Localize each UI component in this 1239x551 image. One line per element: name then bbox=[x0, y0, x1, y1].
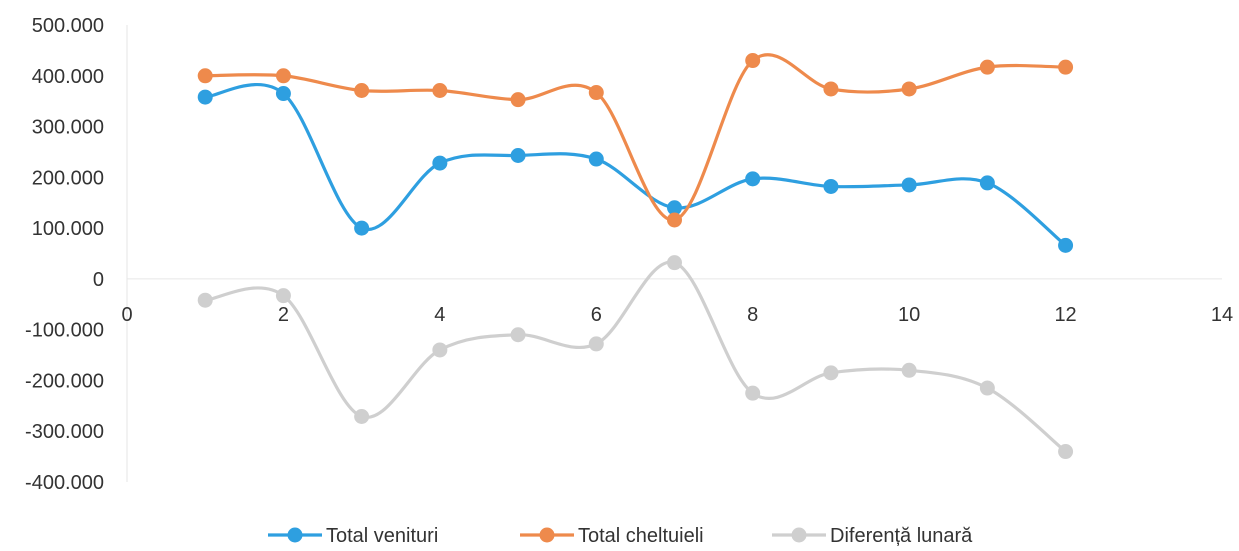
y-tick-label: 200.000 bbox=[32, 167, 104, 189]
data-point bbox=[354, 220, 370, 236]
data-point bbox=[275, 68, 291, 84]
x-tick-label: 4 bbox=[434, 304, 445, 326]
legend-label: Diferență lunară bbox=[830, 525, 973, 547]
x-tick-label: 0 bbox=[121, 304, 132, 326]
x-tick-label: 12 bbox=[1054, 304, 1076, 326]
x-tick-label: 6 bbox=[591, 304, 602, 326]
data-point bbox=[275, 86, 291, 102]
y-tick-label: -400.000 bbox=[25, 472, 104, 494]
data-point bbox=[197, 292, 213, 308]
y-tick-labels: 500.000 400.000 300.000 200.000 100.000 0 -100… bbox=[25, 15, 104, 494]
data-point bbox=[901, 362, 917, 378]
data-point bbox=[979, 380, 995, 396]
legend-marker bbox=[791, 527, 807, 543]
data-point bbox=[197, 68, 213, 84]
data-point bbox=[354, 408, 370, 424]
data-point bbox=[510, 147, 526, 163]
y-tick-label: -100.000 bbox=[25, 320, 104, 342]
legend-label: Total cheltuieli bbox=[578, 525, 704, 547]
series-line bbox=[203, 53, 1068, 222]
data-point bbox=[823, 365, 839, 381]
series-line bbox=[203, 260, 1068, 454]
data-point bbox=[901, 81, 917, 97]
series-2 bbox=[197, 53, 1074, 228]
legend-marker bbox=[287, 527, 303, 543]
data-point bbox=[510, 327, 526, 343]
data-point bbox=[588, 151, 604, 167]
legend-marker bbox=[539, 527, 555, 543]
y-tick-label: 500.000 bbox=[32, 15, 104, 37]
legend-item: Total cheltuieli bbox=[520, 525, 704, 547]
data-point bbox=[901, 177, 917, 193]
series-line bbox=[203, 82, 1068, 247]
x-tick-label: 14 bbox=[1211, 304, 1233, 326]
data-point bbox=[745, 53, 761, 69]
data-point bbox=[667, 212, 682, 228]
data-point bbox=[197, 89, 213, 105]
data-point bbox=[432, 83, 448, 99]
series-1 bbox=[197, 82, 1074, 253]
data-point bbox=[823, 81, 839, 97]
data-point bbox=[510, 92, 526, 108]
y-tick-label: -300.000 bbox=[25, 421, 104, 443]
legend-item: Diferență lunară bbox=[772, 525, 973, 547]
legend: Total venituri Total cheltuieli Diferență … bbox=[268, 525, 973, 547]
legend-label: Total venituri bbox=[326, 525, 438, 547]
data-point bbox=[979, 59, 995, 75]
data-point bbox=[1058, 444, 1074, 460]
data-point bbox=[745, 171, 761, 187]
data-point bbox=[979, 175, 995, 191]
data-point bbox=[432, 155, 448, 171]
x-tick-label: 2 bbox=[278, 304, 289, 326]
data-point bbox=[1058, 59, 1074, 75]
data-point bbox=[745, 385, 761, 401]
x-tick-labels: 0 2 4 6 8 10 12 14 bbox=[121, 304, 1233, 326]
data-point bbox=[588, 336, 604, 352]
data-point bbox=[354, 83, 370, 99]
x-tick-label: 10 bbox=[898, 304, 920, 326]
y-tick-label: 400.000 bbox=[32, 66, 104, 88]
data-point bbox=[588, 85, 604, 101]
axes bbox=[126, 25, 1222, 482]
y-tick-label: 100.000 bbox=[32, 218, 104, 240]
legend-item: Total venituri bbox=[268, 525, 438, 547]
y-tick-label: 300.000 bbox=[32, 117, 104, 139]
data-point bbox=[432, 342, 448, 358]
x-tick-label: 8 bbox=[747, 304, 758, 326]
data-point bbox=[275, 288, 291, 304]
series-3 bbox=[197, 255, 1074, 460]
y-tick-label: 0 bbox=[93, 269, 104, 291]
data-point bbox=[667, 255, 682, 271]
data-point bbox=[823, 178, 839, 194]
series-group bbox=[197, 53, 1074, 460]
data-point bbox=[667, 200, 682, 216]
data-point bbox=[1058, 237, 1074, 253]
y-tick-label: -200.000 bbox=[25, 370, 104, 392]
